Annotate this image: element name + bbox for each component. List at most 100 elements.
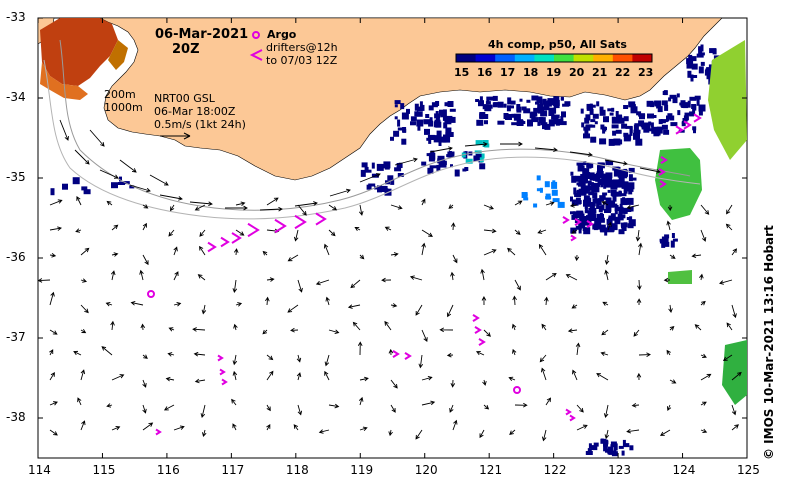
current-arrow (49, 349, 54, 356)
sst-pixel (629, 126, 633, 134)
sst-pixel (429, 152, 436, 160)
current-arrow (607, 221, 612, 231)
sst-pixel (639, 113, 645, 120)
current-arrow (232, 423, 237, 431)
current-arrow (604, 254, 610, 265)
sst-pixel (613, 203, 618, 208)
sst-pixel (435, 111, 439, 115)
sst-pixel (620, 208, 628, 212)
sst-pixel (537, 121, 541, 126)
current-arrow (80, 369, 86, 381)
drifter-legend-icon (249, 49, 263, 61)
sst-pixel (479, 112, 486, 119)
sst-pixel (585, 451, 593, 455)
sst-pixel (688, 54, 693, 61)
sst-pixel (627, 186, 633, 190)
colorbar-title: 4h comp, p50, All Sats (488, 38, 627, 51)
current-arrow (483, 228, 497, 234)
current-arrow (266, 197, 279, 206)
sst-pixel (589, 172, 595, 180)
sst-pixel (672, 97, 678, 104)
sst-pixel (516, 106, 522, 113)
sst-pixel (708, 64, 713, 68)
sst-pixel (613, 443, 618, 451)
sst-pixel (414, 112, 418, 116)
current-arrow (357, 341, 363, 356)
sst-pixel (612, 216, 618, 220)
sst-pixel (625, 125, 633, 129)
sst-pixel (692, 126, 697, 131)
current-arrow (111, 374, 125, 381)
sst-pixel (475, 99, 480, 102)
current-arrow (328, 403, 340, 409)
current-arrow (194, 204, 206, 211)
sst-pixel (657, 106, 663, 113)
sst-pixel (435, 116, 440, 123)
sst-pixel (597, 213, 604, 219)
sst-pixel (394, 104, 398, 108)
current-arrow (540, 367, 547, 381)
current-arrow (189, 201, 213, 207)
sst-pixel (542, 98, 547, 105)
colorbar-tick-label: 19 (546, 66, 562, 79)
sst-pixel (585, 124, 593, 128)
sst-pixel (482, 104, 489, 110)
sst-pixel (492, 95, 498, 101)
sst-pixel (669, 115, 675, 121)
sst-pixel (621, 181, 629, 189)
sst-pixel (608, 161, 614, 166)
colorbar-tick-label: 21 (592, 66, 608, 79)
sst-pixel (670, 240, 675, 248)
current-arrow (262, 329, 268, 335)
current-arrow (142, 222, 147, 231)
current-arrow (544, 296, 549, 306)
current-arrow (89, 129, 105, 147)
current-arrow (350, 279, 361, 289)
sst-pixel (424, 128, 430, 135)
sst-pixel (393, 130, 400, 137)
current-arrow (49, 226, 62, 231)
sst-pixel (429, 165, 437, 169)
sst-pixel (387, 175, 394, 181)
current-arrow (359, 173, 381, 183)
sst-pixel (593, 227, 598, 231)
current-arrow (638, 352, 651, 357)
sst-pixel (397, 119, 401, 127)
x-tick-label: 118 (285, 463, 309, 477)
current-arrow (571, 229, 578, 234)
sst-pixel (606, 218, 613, 225)
sst-pixel (609, 200, 616, 207)
sst-pixel (582, 216, 589, 221)
sst-pixel (635, 138, 643, 146)
sst-pixel (594, 217, 602, 225)
sst-pixel (663, 241, 670, 247)
sst-pixel (410, 121, 416, 126)
sst-pixel (574, 202, 579, 206)
sst-cold-patches (50, 44, 720, 457)
sst-green-east-4 (668, 270, 692, 284)
current-arrow (73, 350, 82, 356)
current-arrow (266, 354, 274, 361)
sst-pixel (50, 188, 55, 196)
sst-pixel (600, 438, 607, 444)
current-arrow (167, 352, 175, 357)
current-arrow (194, 378, 206, 384)
drifter-marker (274, 218, 287, 234)
current-arrow (197, 274, 206, 281)
current-arrow (142, 422, 154, 431)
current-arrow (390, 204, 403, 210)
drifter-marker (675, 125, 684, 135)
sst-pixel (570, 196, 573, 202)
sst-pixel (638, 120, 645, 127)
drifter-marker (586, 220, 594, 228)
current-arrow (359, 376, 369, 382)
sst-pixel (608, 225, 615, 232)
sst-pixel (686, 58, 694, 65)
sst-pixel (592, 223, 599, 230)
sst-pixel (683, 115, 689, 121)
sst-pixel (592, 113, 599, 119)
current-arrow (390, 404, 396, 413)
sst-pixel (586, 162, 594, 168)
sst-pixel (368, 183, 376, 187)
drifter-marker (221, 378, 228, 386)
